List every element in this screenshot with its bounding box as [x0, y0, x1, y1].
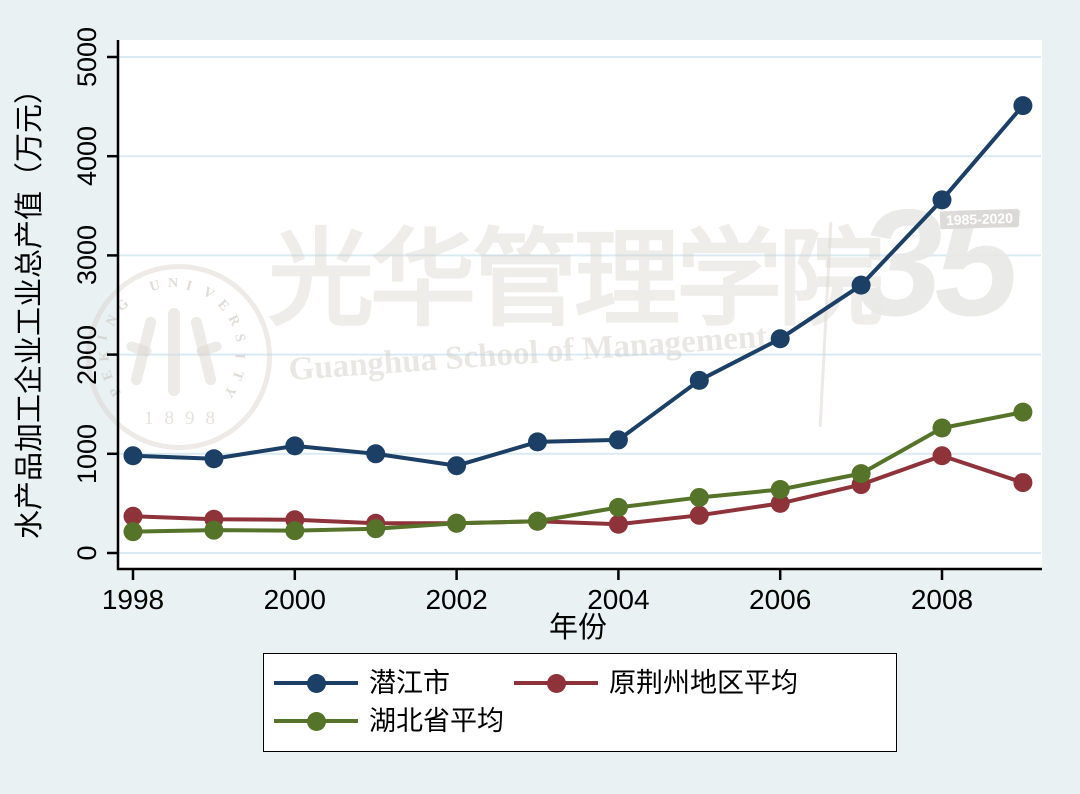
legend-marker [547, 674, 566, 693]
legend-marker [307, 674, 326, 693]
legend-label-qianjiang: 潜江市 [369, 668, 450, 698]
y-tick-label: 2000 [72, 324, 102, 385]
pku-seal-arc-letter: E [99, 367, 117, 382]
legend-label-jingzhou: 原荆州地区平均 [609, 668, 798, 698]
y-tick-label: 5000 [72, 26, 102, 88]
y-tick-label: 4000 [72, 126, 102, 187]
x-tick-label: 2006 [749, 584, 812, 615]
x-tick-label: 2002 [425, 584, 488, 615]
y-tick-label: 0 [72, 545, 102, 561]
y-axis-title: 水产品加工企业工业总产值（万元） [14, 75, 46, 540]
legend: 潜江市 原荆州地区平均 湖北省平均 [263, 653, 897, 752]
plot-area [118, 40, 1042, 569]
x-tick-label: 1998 [101, 584, 165, 615]
y-tick-label: 1000 [72, 423, 102, 484]
y-tick-label: 3000 [72, 225, 102, 286]
x-tick-label: 2004 [587, 584, 650, 615]
x-tick-label: 2000 [263, 584, 326, 615]
x-tick-label: 2008 [910, 584, 974, 615]
legend-label-hubei: 湖北省平均 [369, 706, 504, 736]
legend-marker [307, 712, 326, 731]
x-axis-title: 年份 [548, 612, 607, 644]
